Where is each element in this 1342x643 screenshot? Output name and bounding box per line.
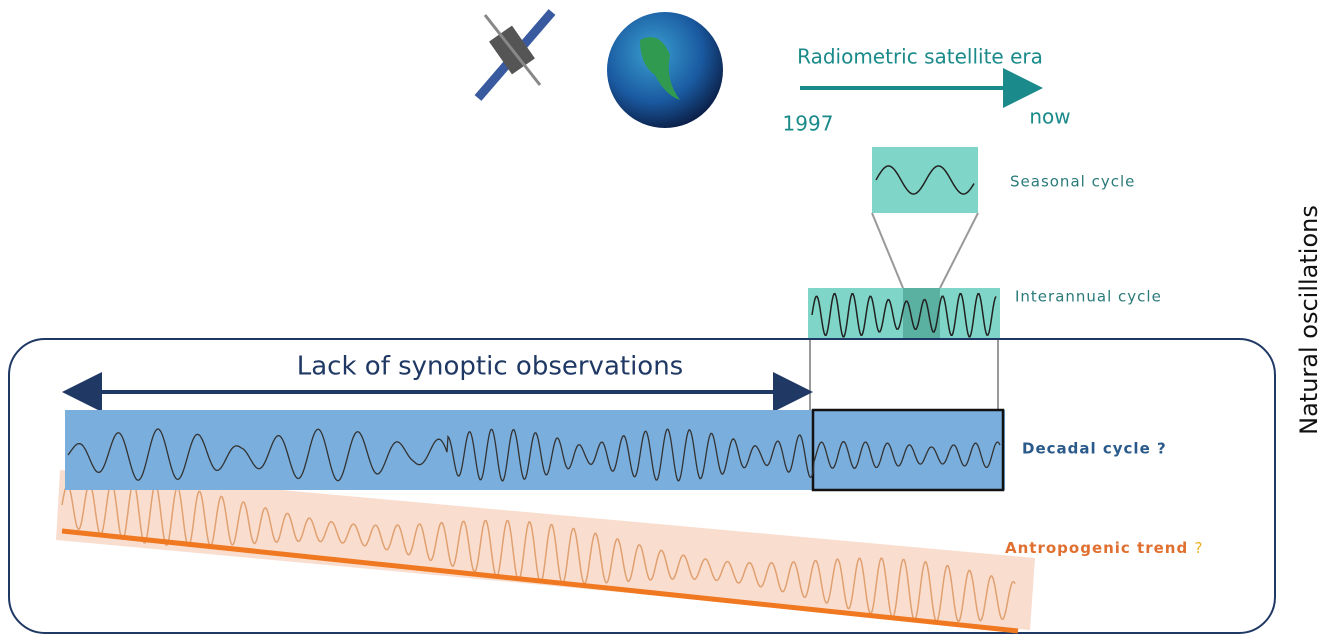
trend-band bbox=[56, 470, 1035, 630]
trend-wave bbox=[61, 482, 1016, 623]
decadal-label: Decadal cycle ? bbox=[1022, 440, 1167, 458]
decadal-window bbox=[811, 408, 1005, 492]
interannual-wave bbox=[811, 292, 997, 338]
trend-label: Antropogenic trend ? bbox=[1005, 539, 1203, 557]
zoom-window bbox=[903, 288, 940, 338]
seasonal-label: Seasonal cycle bbox=[1010, 173, 1135, 191]
decadal-band bbox=[65, 410, 1005, 490]
era-start: 1997 bbox=[783, 112, 834, 136]
seasonal-wave bbox=[875, 165, 975, 195]
satellite-icon bbox=[474, 9, 556, 101]
trend-mark: ? bbox=[1194, 539, 1203, 557]
interannual-label: Interannual cycle bbox=[1015, 288, 1162, 306]
trend-line bbox=[61, 528, 1019, 634]
gap-label: Lack of synoptic observations bbox=[297, 352, 683, 382]
era-label: Radiometric satellite era bbox=[797, 45, 1043, 69]
era-end: now bbox=[1029, 105, 1070, 129]
zoom-line bbox=[939, 212, 979, 289]
seasonal-box bbox=[872, 147, 978, 213]
frame bbox=[8, 338, 1276, 634]
decadal-wave bbox=[67, 428, 1001, 482]
continent bbox=[640, 37, 680, 100]
zoom-line bbox=[871, 212, 904, 289]
trend-text: Antropogenic trend bbox=[1005, 539, 1188, 557]
side-label: Natural oscillations bbox=[1295, 205, 1323, 435]
